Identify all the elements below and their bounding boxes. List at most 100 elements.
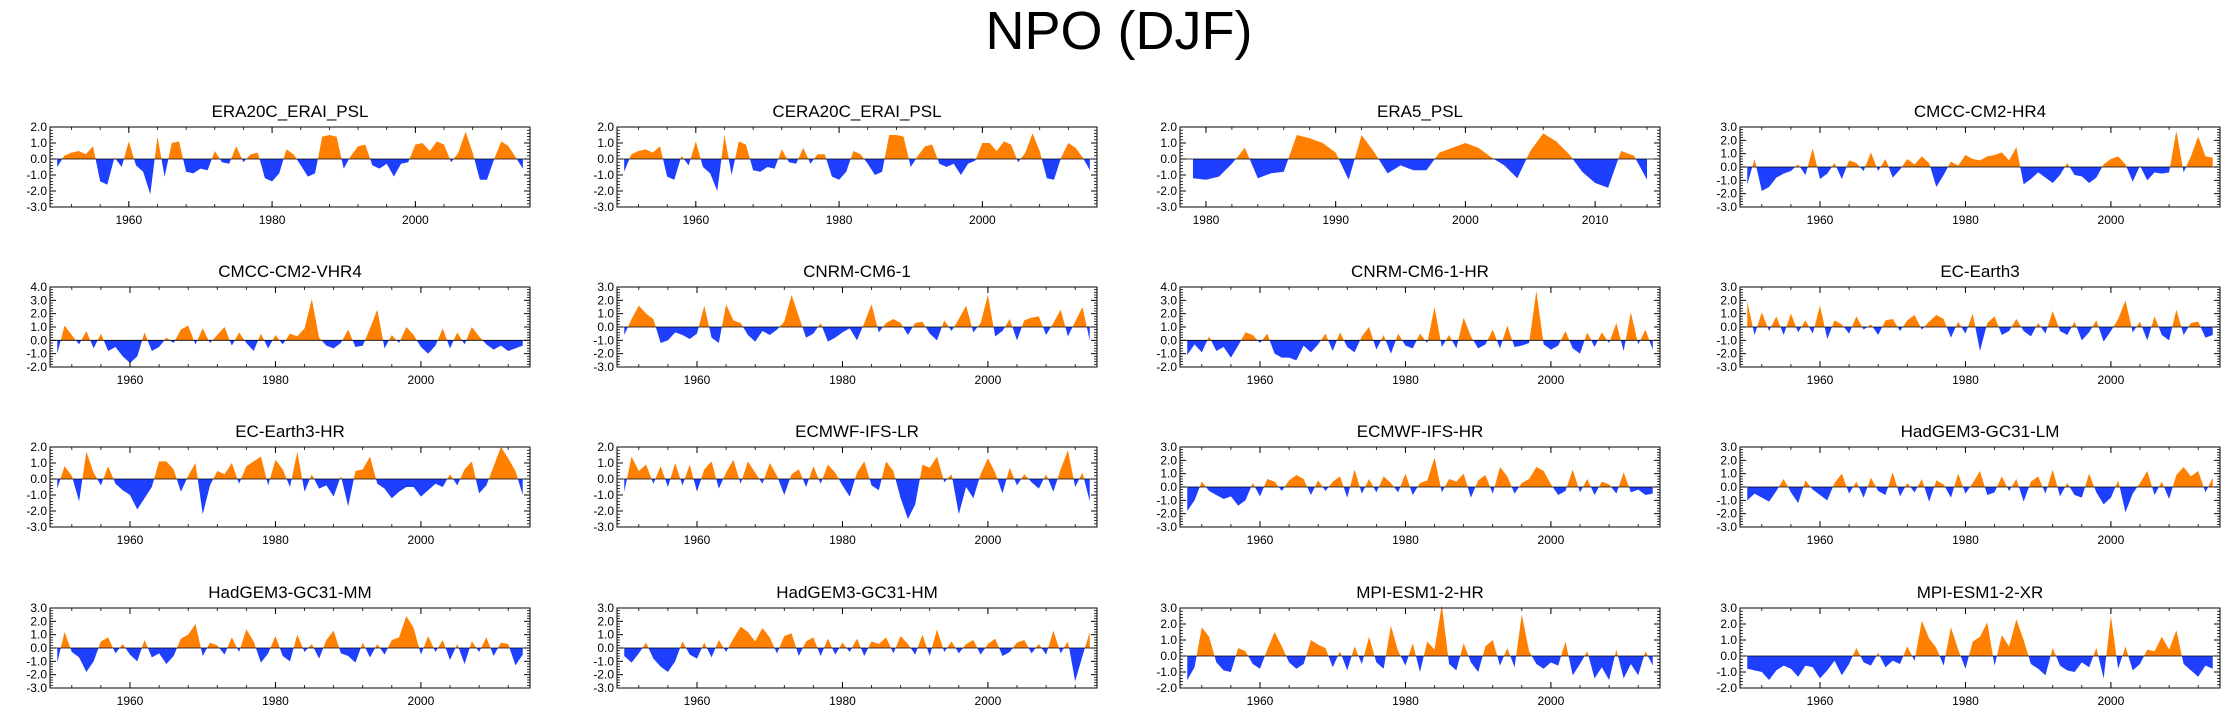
y-tick-label: -2.0 xyxy=(26,668,47,682)
y-tick-label: -2.0 xyxy=(1716,681,1737,695)
y-tick-label: -1.0 xyxy=(593,168,614,182)
y-tick-label: -2.0 xyxy=(1156,360,1177,374)
chart-svg: ECMWF-IFS-HR 3.02.01.00.0-1.0-2.0-3.0 1960… xyxy=(1156,422,1661,547)
x-tick-label: 2000 xyxy=(408,533,435,547)
y-tick-label: -1.0 xyxy=(1156,665,1177,679)
positive-anomaly-area xyxy=(57,131,523,159)
chart-panel: CNRM-CM6-1 3.0 2.0 1.0 0.0 -1.0 -2.0 -3.0 1960 19… xyxy=(567,255,1127,395)
x-tick-label: 1980 xyxy=(1952,533,1979,547)
y-tick-label: 1.0 xyxy=(1720,147,1737,161)
plot-frame xyxy=(1179,286,1661,368)
y-tick-label: 1.0 xyxy=(597,136,614,150)
y-tick-label: 2.0 xyxy=(30,440,47,454)
y-tick-label: 0.0 xyxy=(1160,480,1177,494)
plot-frame xyxy=(1179,607,1661,689)
x-tick-label: 2000 xyxy=(408,373,435,387)
x-tick-label: 2000 xyxy=(2098,373,2125,387)
y-tick-label: 0.0 xyxy=(597,472,614,486)
x-tick-label: 2000 xyxy=(975,533,1002,547)
x-tick-label: 1960 xyxy=(1807,694,1834,708)
y-tick-label: 0.0 xyxy=(30,472,47,486)
negative-anomaly-area xyxy=(1747,656,2213,680)
y-tick-label: 2.0 xyxy=(30,120,47,134)
y-tick-label: -3.0 xyxy=(26,681,47,695)
negative-anomaly-area xyxy=(624,648,1090,682)
y-tick-label: 1.0 xyxy=(30,628,47,642)
y-tick-label: -1.0 xyxy=(1156,347,1177,361)
y-tick-label: -1.0 xyxy=(1716,665,1737,679)
y-tick-label: 3.0 xyxy=(1720,280,1737,294)
negative-anomaly-area xyxy=(1187,656,1653,680)
y-tick-label: -1.0 xyxy=(26,654,47,668)
negative-anomaly-area xyxy=(1747,327,2213,351)
chart-panel: HadGEM3-GC31-MM 3.0 2.0 1.0 0.0 -1.0 -2.0 -3.0 1… xyxy=(0,576,560,716)
plot-frame xyxy=(616,446,1098,528)
y-tick-label: 2.0 xyxy=(597,614,614,628)
y-tick-label: 1.0 xyxy=(1160,467,1177,481)
y-tick-label: -2.0 xyxy=(1716,347,1737,361)
y-tick-label: 3.0 xyxy=(597,601,614,615)
y-tick-label: 2.0 xyxy=(30,307,47,321)
y-tick-label: 2.0 xyxy=(1160,453,1177,467)
y-tick-label: -1.0 xyxy=(1156,493,1177,507)
y-tick-label: -2.0 xyxy=(1156,184,1177,198)
x-tick-label: 1960 xyxy=(117,533,144,547)
x-tick-label: 1960 xyxy=(115,213,142,227)
y-tick-label: -1.0 xyxy=(1156,168,1177,182)
y-tick-label: 2.0 xyxy=(1160,617,1177,631)
y-tick-label: 3.0 xyxy=(1720,601,1737,615)
y-tick-label: 0.0 xyxy=(1160,649,1177,663)
y-tick-label: 3.0 xyxy=(1720,120,1737,134)
chart-svg: ERA5_PSL 2.0 1.0 0.0 -1.0 -2.0 -3.0 1980 1990 200… xyxy=(1156,102,1661,227)
x-tick-label: 2000 xyxy=(2098,213,2125,227)
chart-svg: CNRM-CM6-1-HR 4.03.02.01.00.0-1.0-2.0 1960… xyxy=(1156,262,1661,387)
negative-anomaly-area xyxy=(57,159,523,195)
positive-anomaly-area xyxy=(1187,604,1653,656)
y-tick-label: -2.0 xyxy=(593,668,614,682)
chart-svg: HadGEM3-GC31-LM 3.02.01.00.0-1.0-2.0-3.0 1… xyxy=(1716,422,2221,547)
y-tick-label: -2.0 xyxy=(593,347,614,361)
chart-title: CNRM-CM6-1 xyxy=(803,262,911,281)
y-tick-label: 0.0 xyxy=(597,641,614,655)
x-tick-label: 1960 xyxy=(1807,213,1834,227)
x-tick-label: 2000 xyxy=(975,694,1002,708)
x-tick-label: 2000 xyxy=(1538,533,1565,547)
y-tick-label: 1.0 xyxy=(597,628,614,642)
y-tick-label: 1.0 xyxy=(597,307,614,321)
y-tick-label: -2.0 xyxy=(593,504,614,518)
x-tick-label: 2000 xyxy=(1538,373,1565,387)
y-tick-label: -1.0 xyxy=(26,168,47,182)
negative-anomaly-area xyxy=(624,479,1090,519)
y-tick-label: 2.0 xyxy=(597,293,614,307)
chart-title: CNRM-CM6-1-HR xyxy=(1351,262,1489,281)
y-tick-label: 0.0 xyxy=(597,152,614,166)
y-tick-label: 3.0 xyxy=(30,601,47,615)
chart-title: ERA20C_ERAI_PSL xyxy=(212,102,369,121)
y-tick-label: -1.0 xyxy=(26,347,47,361)
positive-anomaly-area xyxy=(1192,133,1648,159)
x-tick-label: 1980 xyxy=(262,533,289,547)
y-tick-label: -3.0 xyxy=(593,681,614,695)
chart-panel: CMCC-CM2-VHR4 4.0 3.0 2.0 1.0 0.0 -1.0 -2.0 1960… xyxy=(0,255,560,395)
positive-anomaly-area xyxy=(1747,131,2213,167)
y-tick-label: 1.0 xyxy=(1720,467,1737,481)
x-tick-label: 1980 xyxy=(829,533,856,547)
y-tick-label: 3.0 xyxy=(30,293,47,307)
x-tick-label: 1980 xyxy=(259,213,286,227)
negative-anomaly-area xyxy=(624,159,1090,191)
x-tick-label: 1960 xyxy=(117,373,144,387)
chart-panel: EC-Earth3-HR 2.0 1.0 0.0 -1.0 -2.0 -3.0 1960 198… xyxy=(0,415,560,555)
chart-title: MPI-ESM1-2-XR xyxy=(1917,583,2044,602)
plot-frame xyxy=(1179,126,1661,208)
y-tick-label: 2.0 xyxy=(30,614,47,628)
positive-anomaly-area xyxy=(1187,457,1653,487)
y-tick-label: 2.0 xyxy=(1720,617,1737,631)
y-tick-label: 0.0 xyxy=(30,641,47,655)
chart-title: ECMWF-IFS-HR xyxy=(1357,422,1484,441)
y-tick-label: 2.0 xyxy=(1720,133,1737,147)
chart-panel: EC-Earth3 3.0 2.0 1.0 0.0 -1.0 -2.0 -3.0 1960 198… xyxy=(1690,255,2238,395)
y-tick-label: 4.0 xyxy=(1160,280,1177,294)
negative-anomaly-area xyxy=(1747,167,2213,191)
x-tick-label: 1980 xyxy=(262,373,289,387)
